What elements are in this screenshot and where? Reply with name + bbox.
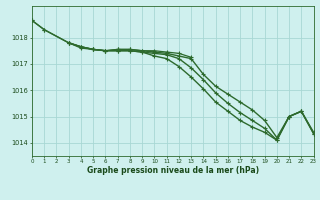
X-axis label: Graphe pression niveau de la mer (hPa): Graphe pression niveau de la mer (hPa) [87,166,259,175]
